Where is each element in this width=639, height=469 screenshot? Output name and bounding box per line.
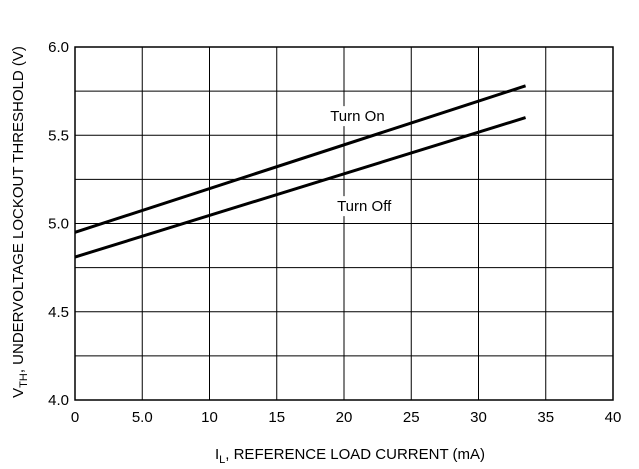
y-tick-label: 5.5	[48, 127, 69, 144]
y-tick-label: 4.0	[48, 392, 69, 409]
x-tick-labels: 0 5.0 10 15 20 25 30 35 40	[71, 409, 622, 426]
x-tick-label: 0	[71, 409, 79, 426]
x-axis-title: IL, REFERENCE LOAD CURRENT (mA)	[215, 446, 485, 466]
plot-frame	[74, 46, 614, 401]
series-label-background	[324, 106, 391, 127]
series-line-turn-on	[74, 84, 527, 234]
x-tick-label: 25	[403, 409, 420, 426]
series-label-background	[327, 196, 401, 217]
y-axis-title: VTH, UNDERVOLTAGE LOCKOUT THRESHOLD (V)	[10, 46, 30, 398]
x-tick-label: 30	[470, 409, 487, 426]
x-tick-label: 40	[605, 409, 622, 426]
x-tick-label: 5.0	[132, 409, 153, 426]
series-line-turn-off	[74, 116, 527, 259]
x-tick-label: 15	[268, 409, 285, 426]
x-tick-label: 35	[537, 409, 554, 426]
series-label-turn-on: Turn On	[330, 108, 384, 125]
series-group	[74, 84, 527, 259]
grid	[74, 46, 614, 401]
series-label-turn-off: Turn Off	[337, 198, 392, 215]
y-tick-label: 4.5	[48, 304, 69, 321]
y-tick-label: 6.0	[48, 39, 69, 56]
x-tick-label: 10	[201, 409, 218, 426]
y-tick-labels: 4.0 4.5 5.0 5.5 6.0	[48, 39, 69, 409]
annotations: Turn On Turn Off	[324, 106, 401, 217]
y-tick-label: 5.0	[48, 216, 69, 233]
x-tick-label: 20	[336, 409, 353, 426]
